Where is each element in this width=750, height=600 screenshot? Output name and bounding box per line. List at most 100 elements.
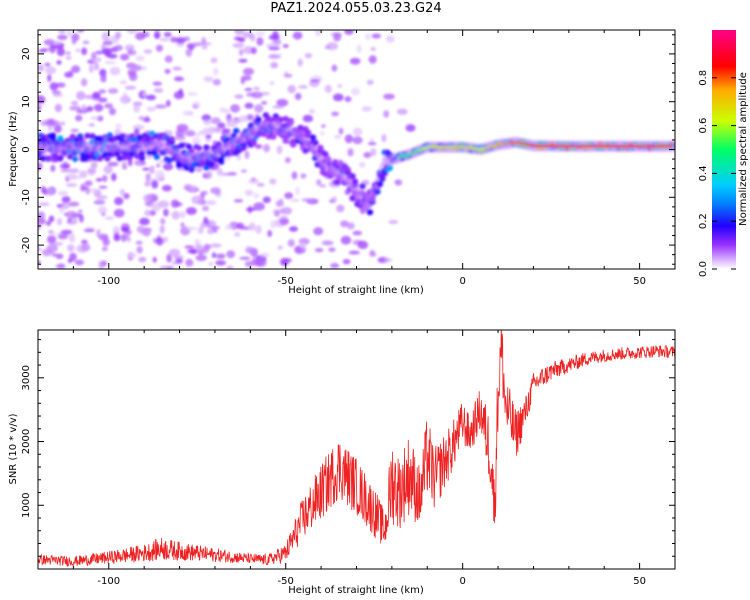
heatmap-cell	[541, 144, 546, 147]
heatmap-cell	[175, 129, 185, 138]
heatmap-cell	[254, 104, 264, 113]
heatmap-cell	[47, 124, 53, 132]
heatmap-cell	[128, 252, 137, 258]
heatmap-cell	[52, 155, 59, 162]
heatmap-cell	[111, 173, 117, 182]
heatmap-cell	[138, 256, 147, 263]
heatmap-cell	[48, 232, 58, 236]
heatmap-cell	[356, 44, 362, 53]
heatmap-cell	[56, 60, 62, 65]
heatmap-cell	[626, 145, 631, 148]
colorbar-label: Normalized spectral amplitude	[738, 72, 749, 226]
heatmap-cell	[587, 145, 593, 148]
y-tick-label: 3000	[21, 365, 32, 390]
heatmap-cell	[221, 128, 231, 133]
heatmap-cell	[205, 134, 212, 139]
heatmap-cell	[93, 104, 104, 111]
heatmap-cell	[39, 155, 47, 162]
heatmap-cell	[173, 77, 185, 82]
heatmap-cell	[57, 155, 64, 162]
heatmap-cell	[383, 110, 390, 118]
heatmap-cell	[443, 145, 448, 149]
heatmap-cell	[84, 132, 91, 139]
heatmap-cell	[126, 30, 138, 35]
heatmap-cell	[283, 73, 293, 78]
heatmap-cell	[336, 204, 345, 213]
heatmap-cell	[210, 226, 220, 230]
heatmap-cell	[369, 251, 377, 257]
heatmap-cell	[342, 259, 351, 265]
heatmap-cell	[477, 148, 482, 151]
heatmap-cell	[388, 219, 399, 225]
heatmap-cell	[234, 30, 245, 36]
heatmap-cell	[185, 143, 193, 150]
heatmap-cell	[485, 146, 491, 149]
heatmap-cell	[409, 152, 414, 155]
heatmap-cell	[352, 127, 363, 137]
heatmap-cell	[43, 188, 48, 195]
heatmap-cell	[98, 185, 108, 189]
heatmap-cell	[321, 124, 326, 128]
heatmap-cell	[370, 47, 377, 51]
heatmap-cell	[69, 252, 77, 262]
heatmap-cell	[170, 199, 180, 208]
heatmap-cell	[357, 240, 369, 250]
heatmap-cell	[524, 143, 529, 146]
heatmap-cell	[104, 155, 111, 162]
heatmap-cell	[313, 227, 324, 236]
heatmap-cell	[254, 259, 267, 267]
heatmap-cell	[171, 210, 180, 220]
heatmap-cell	[86, 106, 94, 112]
heatmap-cell	[101, 175, 108, 182]
heatmap-cell	[136, 134, 143, 141]
heatmap-cell	[203, 127, 212, 133]
heatmap-cell	[107, 88, 119, 94]
x-tick-label: 0	[459, 276, 465, 287]
heatmap-cell	[253, 86, 260, 91]
heatmap-cell	[369, 138, 374, 142]
heatmap-cell	[159, 225, 165, 234]
heatmap-cell	[187, 92, 198, 96]
heatmap-cell	[165, 100, 171, 107]
heatmap-cell	[528, 143, 533, 147]
heatmap-cell	[617, 145, 622, 148]
heatmap-cell	[68, 233, 76, 243]
heatmap-cell	[46, 243, 58, 253]
heatmap-cell	[127, 49, 137, 56]
heatmap-cell	[228, 150, 235, 157]
heatmap-cell	[212, 229, 218, 233]
heatmap-cell	[244, 261, 253, 267]
heatmap-cell	[396, 156, 402, 159]
heatmap-cell	[56, 47, 65, 57]
heatmap-cell	[234, 94, 244, 99]
heatmap-cell	[138, 116, 145, 121]
heatmap-cell	[413, 150, 419, 153]
heatmap-cell	[324, 45, 331, 50]
heatmap-cell	[319, 184, 327, 188]
heatmap-cell	[269, 81, 275, 85]
heatmap-cell	[545, 144, 550, 148]
heatmap-cell	[80, 186, 89, 190]
heatmap-cell	[119, 133, 126, 140]
heatmap-cell	[98, 206, 107, 215]
heatmap-cell	[150, 202, 162, 212]
heatmap-cell	[219, 107, 226, 113]
heatmap-cell	[579, 145, 584, 148]
heatmap-cell	[80, 243, 91, 252]
heatmap-cell	[109, 66, 121, 76]
heatmap-cell	[210, 187, 221, 194]
heatmap-cell	[218, 156, 225, 163]
heatmap-cell	[308, 109, 316, 114]
heatmap-cell	[276, 98, 289, 107]
heatmap-cell	[175, 258, 183, 264]
heatmap-cell	[208, 261, 214, 266]
heatmap-cell	[198, 226, 204, 234]
heatmap-cell	[119, 80, 128, 85]
heatmap-cell	[184, 245, 195, 249]
heatmap-cell	[192, 104, 199, 109]
heatmap-cell	[153, 154, 161, 160]
heatmap-cell	[332, 159, 339, 166]
heatmap-cell	[79, 170, 88, 179]
heatmap-cell	[290, 141, 297, 148]
heatmap-cell	[240, 78, 245, 85]
